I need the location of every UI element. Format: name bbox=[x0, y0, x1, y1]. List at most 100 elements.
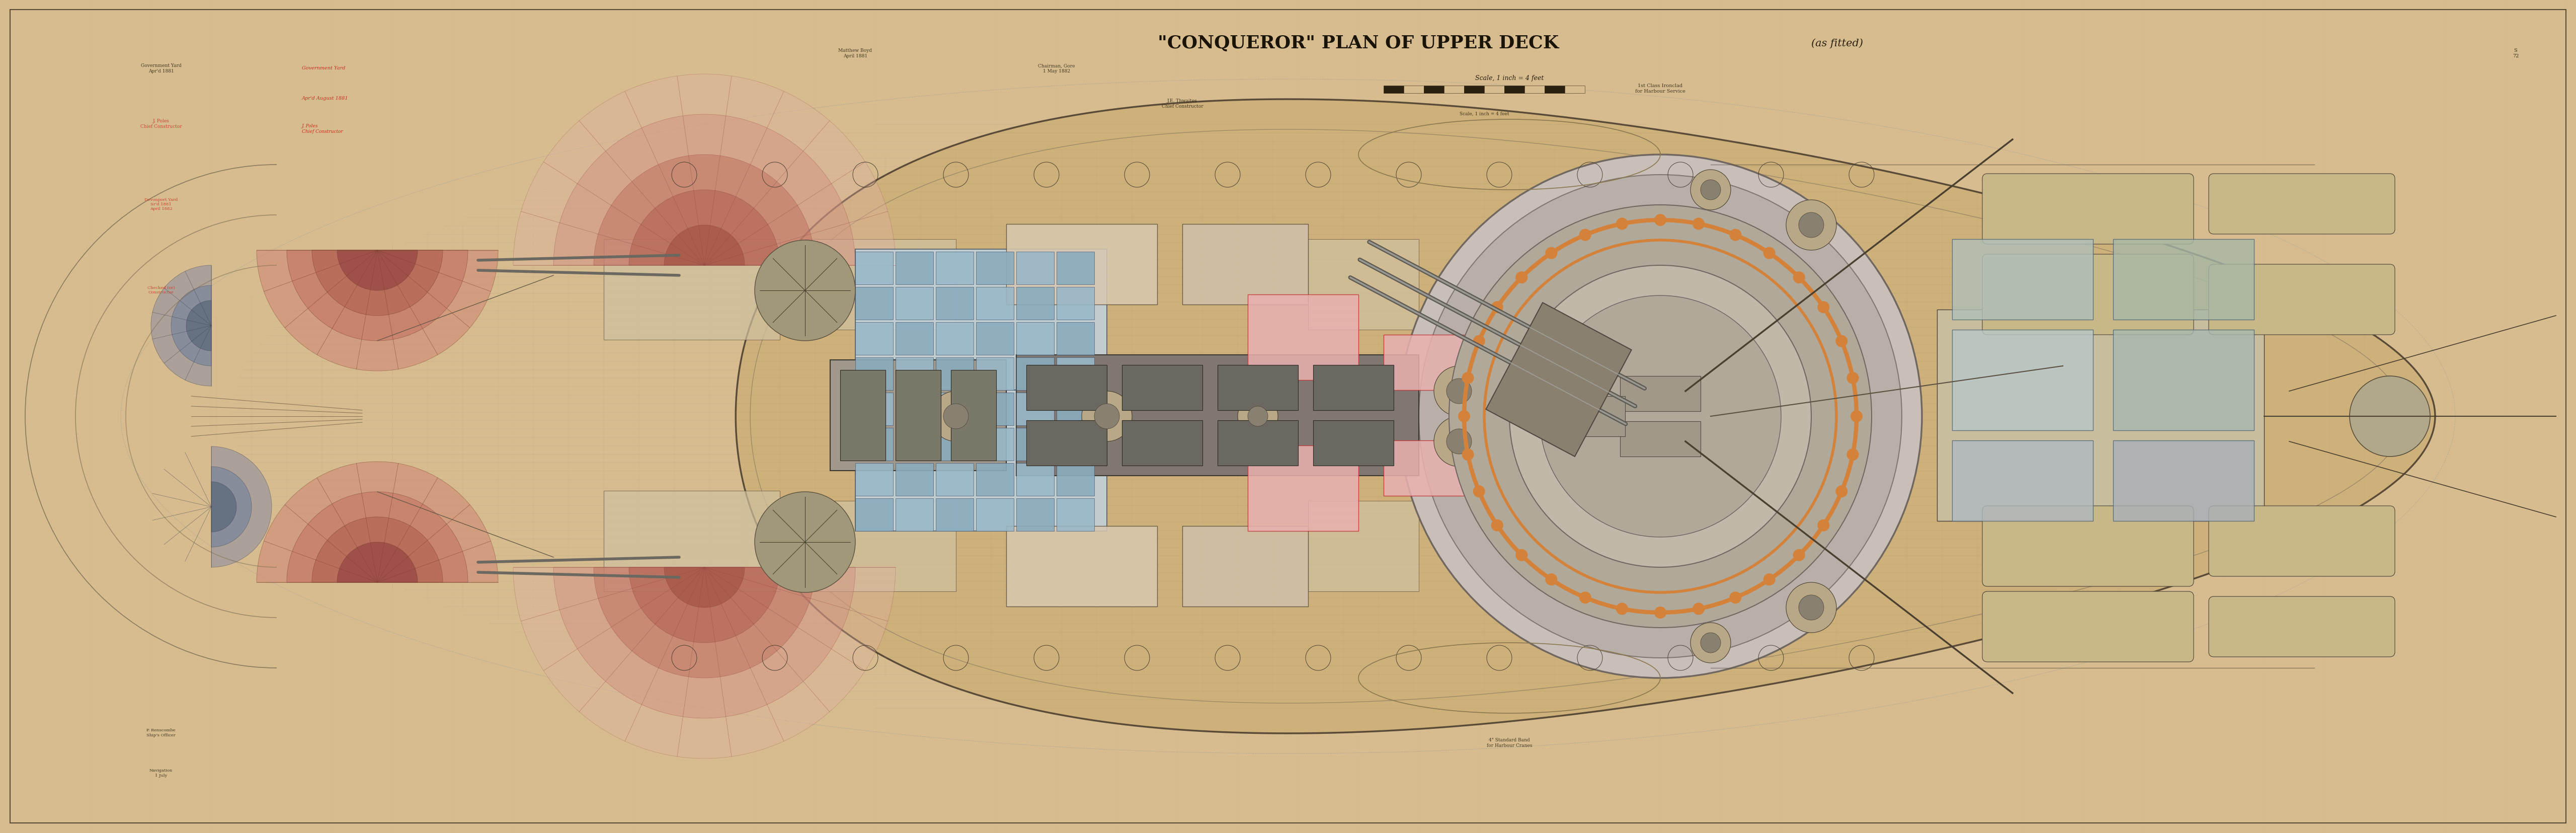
Circle shape bbox=[1798, 595, 1824, 621]
Bar bbox=[976, 322, 1015, 355]
Text: 4" Standard Band
for Harbour Cranes: 4" Standard Band for Harbour Cranes bbox=[1486, 737, 1533, 747]
Bar bbox=[1620, 377, 1700, 412]
Polygon shape bbox=[737, 100, 2434, 733]
Text: Navigation
1 July: Navigation 1 July bbox=[149, 768, 173, 777]
Bar bbox=[1025, 421, 1108, 466]
Circle shape bbox=[1448, 379, 1471, 404]
Wedge shape bbox=[185, 301, 211, 351]
Bar bbox=[976, 252, 1015, 285]
Bar bbox=[1056, 393, 1095, 426]
Wedge shape bbox=[592, 155, 814, 266]
Circle shape bbox=[1692, 218, 1705, 230]
Bar bbox=[1123, 365, 1203, 411]
Circle shape bbox=[1399, 155, 1922, 678]
Circle shape bbox=[1654, 606, 1667, 619]
Bar bbox=[1056, 357, 1095, 391]
Bar bbox=[829, 360, 1007, 471]
Bar bbox=[1007, 224, 1157, 305]
Bar bbox=[1182, 526, 1309, 606]
Bar bbox=[855, 252, 894, 285]
Bar bbox=[1218, 365, 1298, 411]
Text: J.E. Thwaites
Chief Constructor: J.E. Thwaites Chief Constructor bbox=[1162, 99, 1203, 108]
Bar bbox=[896, 322, 933, 355]
Bar bbox=[1736, 239, 1847, 330]
Circle shape bbox=[1785, 200, 1837, 251]
Wedge shape bbox=[152, 266, 211, 387]
Circle shape bbox=[1419, 175, 1901, 658]
Bar bbox=[840, 370, 886, 461]
Wedge shape bbox=[665, 226, 744, 266]
Bar bbox=[1018, 252, 1054, 285]
Bar bbox=[1018, 287, 1054, 320]
Circle shape bbox=[1690, 170, 1731, 210]
Circle shape bbox=[1837, 486, 1847, 497]
Bar bbox=[976, 498, 1015, 531]
Circle shape bbox=[1700, 180, 1721, 200]
Bar bbox=[855, 322, 894, 355]
Circle shape bbox=[1540, 296, 1780, 537]
Bar bbox=[1558, 501, 1669, 591]
Wedge shape bbox=[312, 251, 443, 316]
Circle shape bbox=[755, 492, 855, 592]
Circle shape bbox=[2349, 377, 2429, 456]
Bar bbox=[855, 250, 1108, 391]
Bar bbox=[855, 428, 894, 461]
Bar bbox=[935, 463, 974, 496]
Circle shape bbox=[1850, 411, 1862, 422]
Circle shape bbox=[1095, 404, 1121, 429]
Circle shape bbox=[1765, 574, 1775, 586]
Bar bbox=[1056, 287, 1095, 320]
Circle shape bbox=[1510, 266, 1811, 567]
Circle shape bbox=[1728, 591, 1741, 604]
FancyBboxPatch shape bbox=[1984, 506, 2195, 586]
Bar bbox=[935, 428, 974, 461]
Wedge shape bbox=[258, 251, 497, 372]
Bar bbox=[1123, 421, 1203, 466]
Bar bbox=[976, 463, 1015, 496]
Bar bbox=[1383, 86, 1404, 93]
Bar bbox=[855, 463, 894, 496]
Wedge shape bbox=[211, 466, 252, 547]
Bar bbox=[1620, 421, 1700, 456]
Circle shape bbox=[1837, 336, 1847, 347]
Circle shape bbox=[1579, 229, 1592, 242]
Circle shape bbox=[1546, 574, 1558, 586]
Bar bbox=[2112, 330, 2254, 431]
Circle shape bbox=[1448, 205, 1873, 628]
Bar bbox=[935, 393, 974, 426]
Bar bbox=[1463, 86, 1484, 93]
Circle shape bbox=[1819, 520, 1829, 531]
Circle shape bbox=[1692, 603, 1705, 615]
Bar bbox=[1484, 86, 1504, 93]
Text: (as fitted): (as fitted) bbox=[1811, 38, 1862, 48]
Bar bbox=[1953, 239, 2092, 320]
Text: P. Renscombe
Ship's Officer: P. Renscombe Ship's Officer bbox=[147, 728, 175, 736]
Wedge shape bbox=[629, 567, 781, 643]
Wedge shape bbox=[286, 251, 469, 341]
Bar bbox=[976, 357, 1015, 391]
Circle shape bbox=[1793, 549, 1806, 561]
Circle shape bbox=[1847, 372, 1860, 384]
FancyBboxPatch shape bbox=[2208, 174, 2396, 234]
Circle shape bbox=[1236, 397, 1278, 436]
Wedge shape bbox=[312, 517, 443, 582]
Bar bbox=[896, 463, 933, 496]
FancyBboxPatch shape bbox=[2208, 506, 2396, 576]
Bar bbox=[2112, 239, 2254, 320]
Circle shape bbox=[1247, 407, 1267, 426]
Bar bbox=[896, 357, 933, 391]
Bar bbox=[1486, 303, 1631, 456]
Text: Checked (or)
Constructor: Checked (or) Constructor bbox=[147, 286, 175, 294]
Bar bbox=[855, 391, 1108, 531]
Bar bbox=[1018, 393, 1054, 426]
Bar bbox=[896, 252, 933, 285]
FancyBboxPatch shape bbox=[1984, 255, 2195, 335]
FancyBboxPatch shape bbox=[2208, 596, 2396, 657]
Wedge shape bbox=[211, 482, 237, 532]
Circle shape bbox=[943, 404, 969, 429]
Circle shape bbox=[1492, 520, 1504, 531]
Wedge shape bbox=[337, 542, 417, 582]
Bar bbox=[1056, 252, 1095, 285]
Wedge shape bbox=[258, 461, 497, 582]
Bar bbox=[1018, 498, 1054, 531]
